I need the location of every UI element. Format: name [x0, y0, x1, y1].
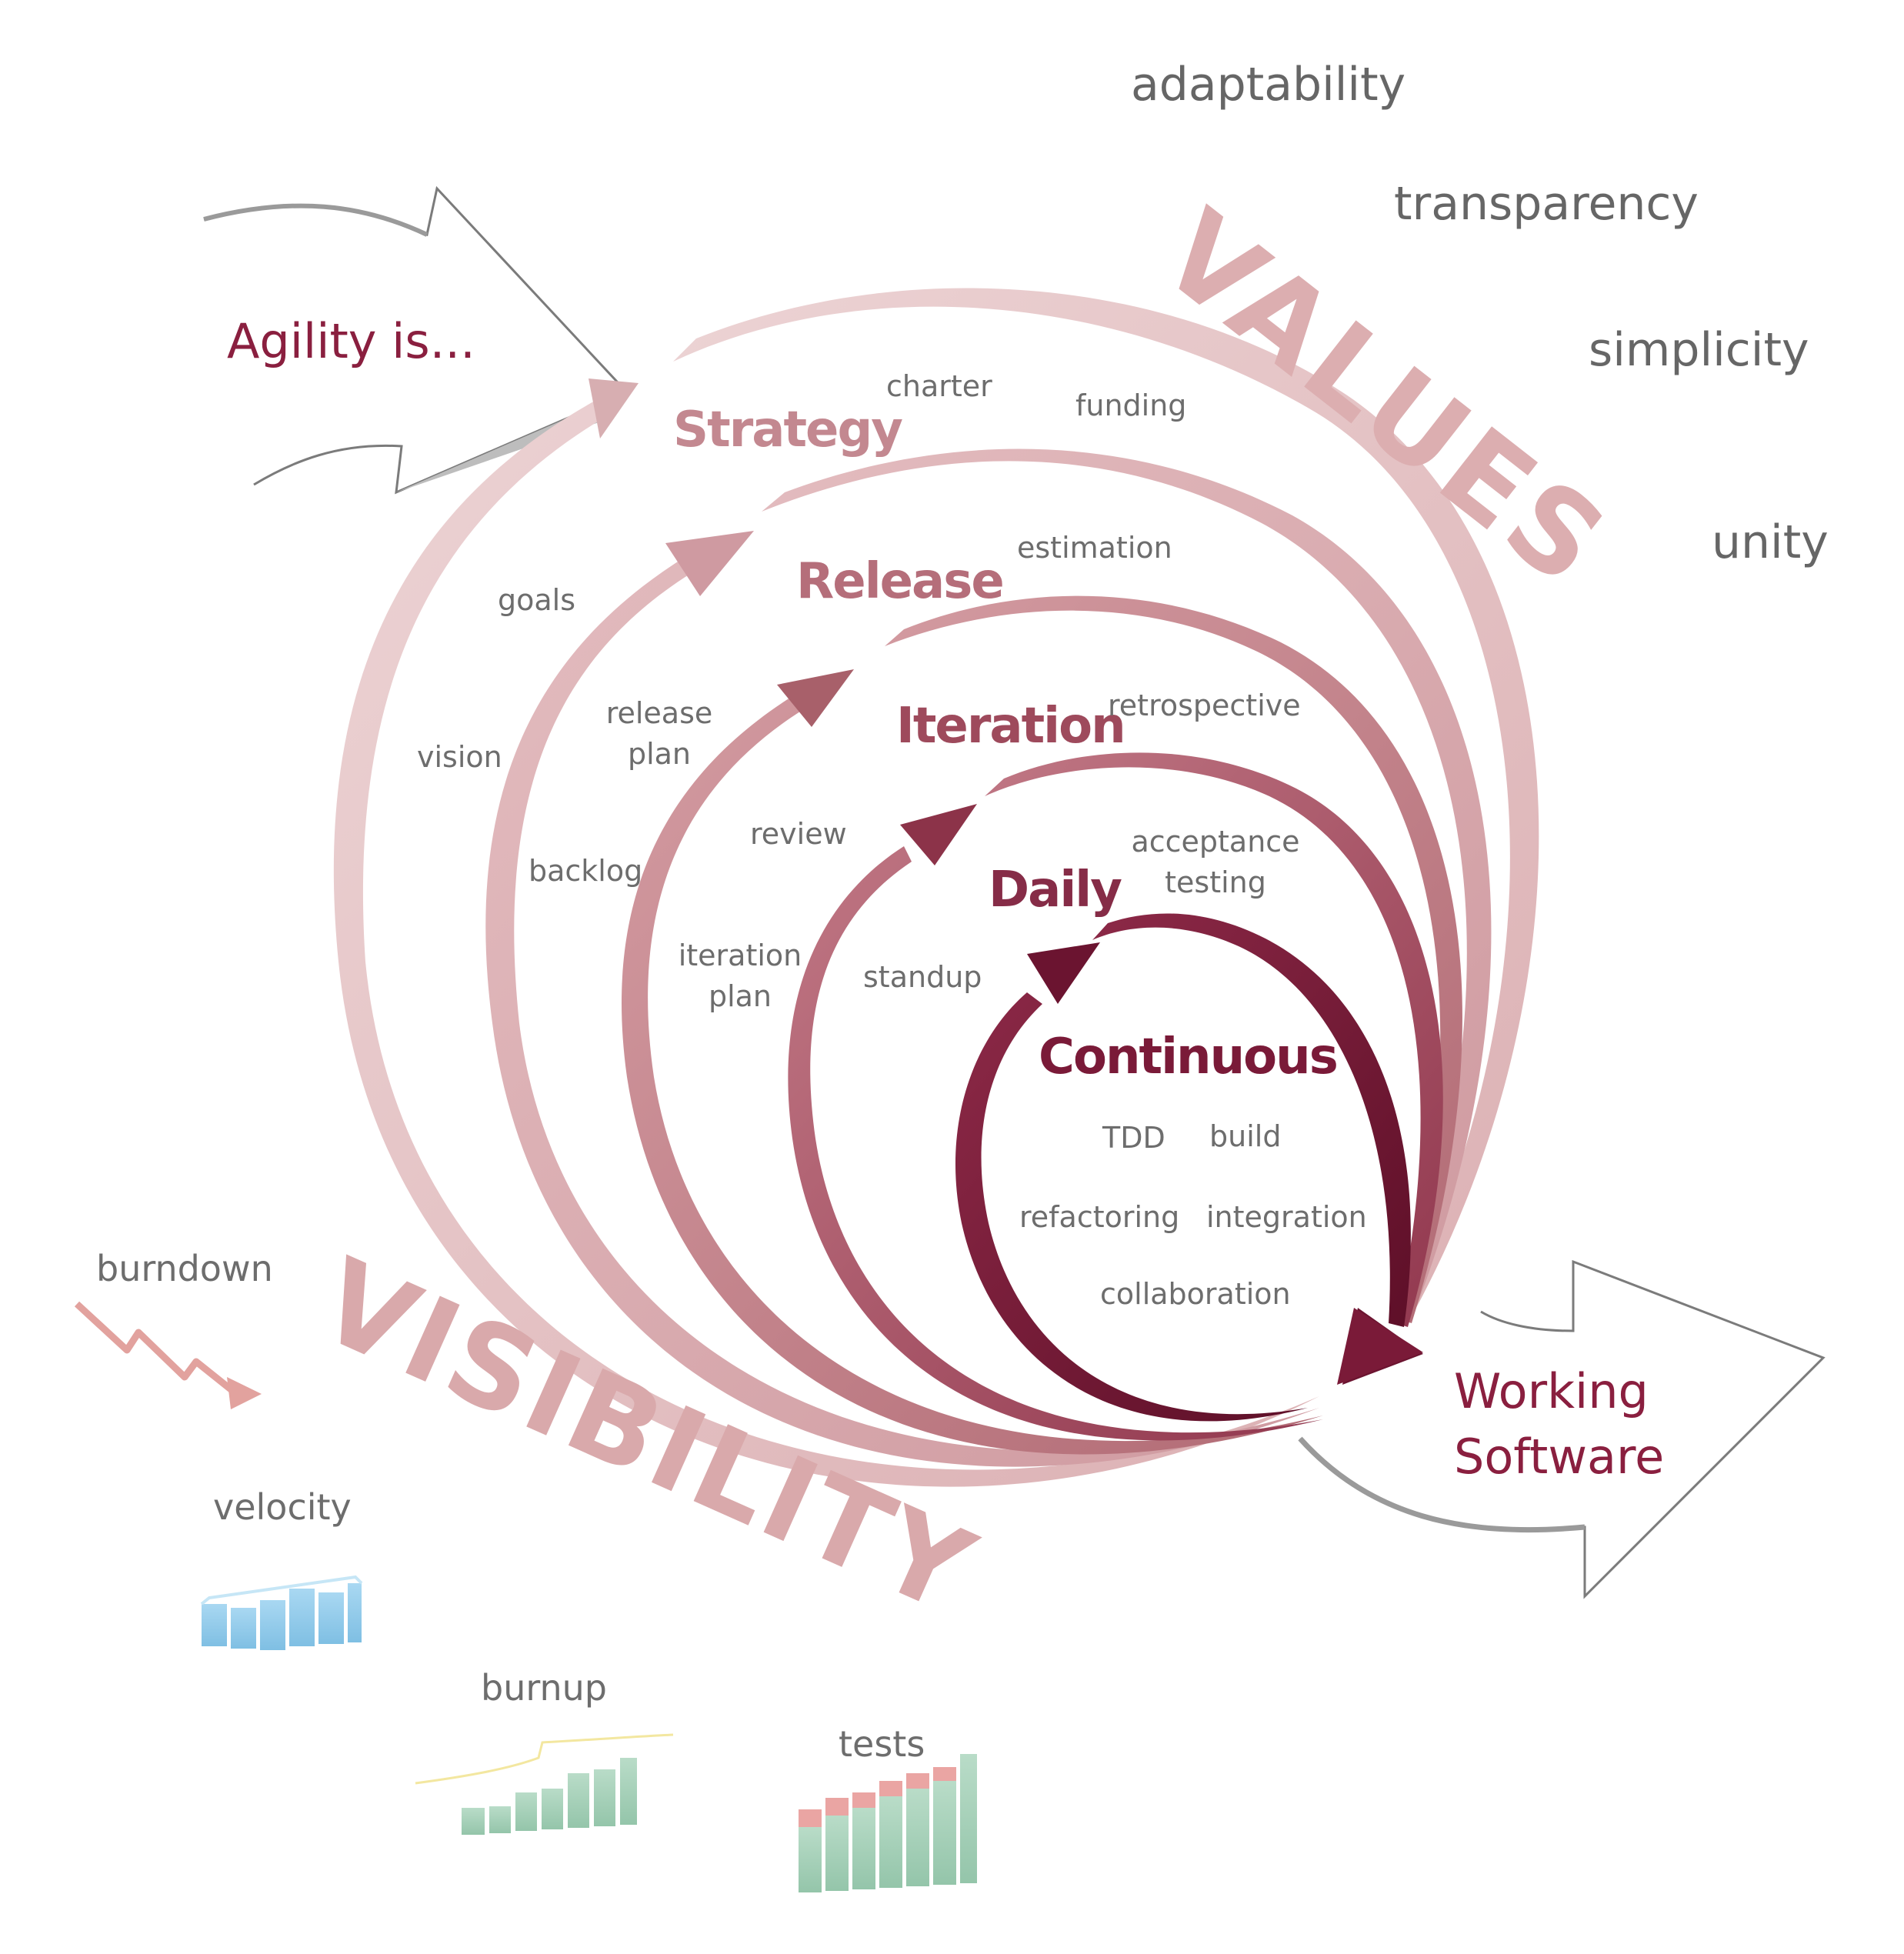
- daily-cycle-arrow: [788, 752, 1443, 1441]
- activity-label: funding: [1075, 388, 1186, 422]
- activity-label: build: [1209, 1119, 1281, 1153]
- tests-chart-icon: [799, 1754, 977, 1892]
- activity-label: standup: [863, 960, 982, 994]
- activity-label: testing: [1165, 865, 1266, 899]
- activity-label: vision: [417, 740, 502, 774]
- activity-label: collaboration: [1100, 1277, 1291, 1311]
- metric-label-tests: tests: [839, 1723, 925, 1765]
- phase-title-daily: Daily: [989, 862, 1122, 919]
- activity-label: plan: [628, 737, 691, 771]
- strategy-cycle-arrow: [333, 288, 1539, 1487]
- activity-label: acceptance: [1131, 825, 1299, 859]
- activity-label: backlog: [529, 854, 642, 888]
- metric-label-burnup: burnup: [481, 1667, 607, 1709]
- metric-label-velocity: velocity: [213, 1486, 352, 1528]
- velocity-chart-icon: [200, 1575, 363, 1650]
- activity-label: review: [750, 817, 847, 851]
- burnup-chart-icon: [415, 1733, 674, 1835]
- iteration-cycle-arrow: [621, 595, 1462, 1455]
- activity-label: iteration: [679, 939, 802, 972]
- activity-label: TDD: [1102, 1121, 1165, 1155]
- activity-label: charter: [886, 369, 992, 403]
- phase-title-release: Release: [796, 553, 1003, 610]
- phase-title-iteration: Iteration: [896, 698, 1125, 755]
- activity-label: plan: [709, 979, 772, 1013]
- value-item: unity: [1712, 515, 1829, 569]
- intro-label: Agility is...: [227, 313, 475, 369]
- activity-label: integration: [1206, 1200, 1367, 1234]
- value-item: simplicity: [1589, 323, 1809, 377]
- value-item: transparency: [1394, 177, 1699, 231]
- phase-title-continuous: Continuous: [1039, 1029, 1337, 1085]
- outcome-arrow: [1298, 1259, 1826, 1599]
- burndown-arrow-icon: [74, 1301, 262, 1409]
- outcome-label-line2: Software: [1454, 1429, 1664, 1485]
- activity-label: goals: [498, 583, 575, 617]
- activity-label: release: [606, 696, 713, 730]
- metric-label-burndown: burndown: [96, 1248, 273, 1289]
- outcome-label-line1: Working: [1454, 1363, 1649, 1419]
- values-title: VALUES: [1137, 185, 1632, 613]
- release-cycle-arrow: [485, 448, 1492, 1467]
- phase-title-strategy: Strategy: [673, 402, 902, 458]
- activity-label: refactoring: [1019, 1200, 1179, 1234]
- activity-label: retrospective: [1108, 689, 1301, 722]
- activity-label: estimation: [1017, 531, 1172, 565]
- output-arrowhead: [1337, 1308, 1423, 1385]
- value-item: adaptability: [1131, 58, 1405, 112]
